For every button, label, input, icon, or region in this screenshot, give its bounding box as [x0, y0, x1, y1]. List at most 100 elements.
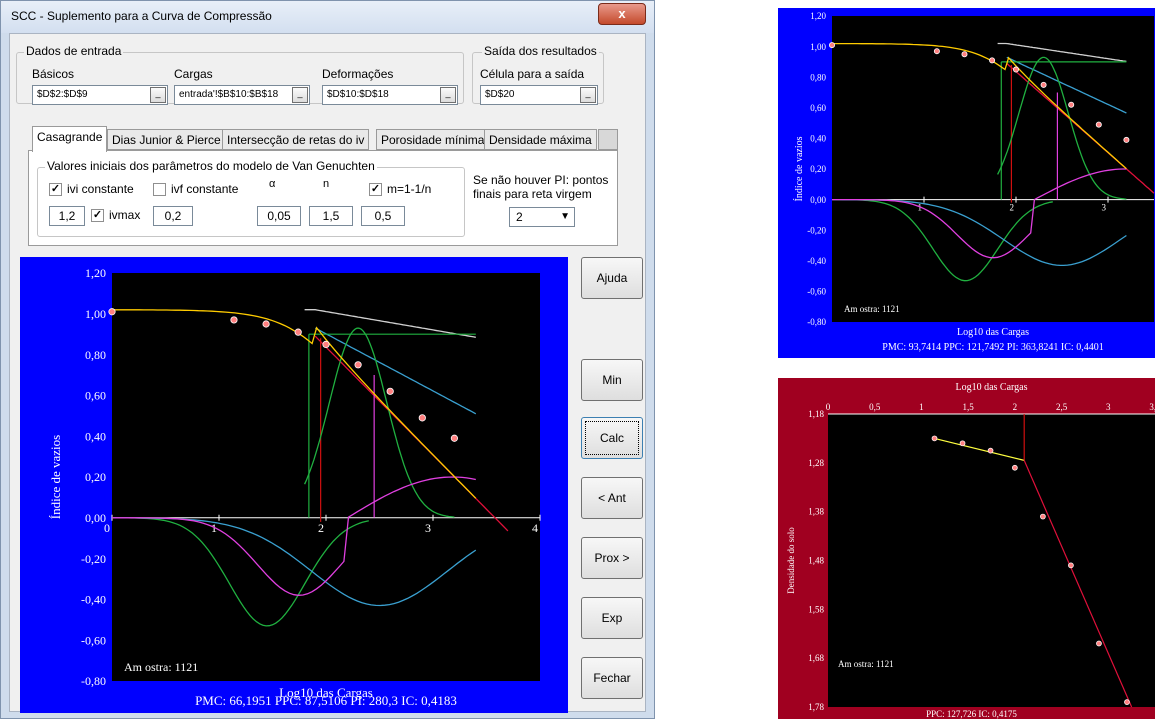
alpha-input[interactable]: 0,05 — [257, 206, 301, 226]
sample-annotation: Am ostra: 1121 — [124, 660, 198, 674]
n-label: n — [323, 178, 330, 190]
x-tick-label: 2 — [1010, 203, 1015, 213]
deformacoes-value: $D$10:$D$18 — [327, 89, 389, 100]
cargas-label: Cargas — [174, 67, 213, 81]
x-tick-label: 1 — [918, 203, 923, 213]
y-tick-label: 1,68 — [808, 653, 824, 663]
next-button[interactable]: Prox > — [581, 537, 643, 579]
close-button[interactable]: x — [598, 3, 646, 25]
y-tick-label: 1,20 — [810, 11, 826, 21]
series-green-bell — [304, 327, 455, 518]
cargas-collapse-button[interactable]: _ — [292, 87, 308, 103]
data-point — [1040, 513, 1046, 520]
ivi-checkbox[interactable]: ✓ — [49, 183, 62, 196]
pi-points-select[interactable]: 2 ▼ — [509, 207, 575, 227]
y-tick-label: -0,80 — [807, 317, 826, 327]
series-white-tangent — [304, 309, 476, 338]
calc-button[interactable]: Calc — [581, 417, 643, 459]
data-point — [1012, 66, 1019, 73]
plot-area — [832, 16, 1154, 322]
y-tick-label: -0,20 — [807, 225, 826, 235]
y-tick-label: -0,40 — [81, 593, 106, 607]
x-tick-label: 0,5 — [869, 402, 881, 412]
vg-group — [37, 167, 465, 237]
x-tick-label: 3,5 — [1149, 402, 1155, 412]
pi-note-line1: Se não houver PI: pontos — [473, 173, 609, 187]
celula-input[interactable]: $D$20 _ — [480, 85, 598, 105]
m-checkbox[interactable]: ✓ — [369, 183, 382, 196]
y-tick-label: 1,00 — [810, 42, 826, 52]
y-tick-label: -0,40 — [807, 256, 826, 266]
data-point — [1068, 101, 1075, 108]
deformacoes-collapse-button[interactable]: _ — [440, 87, 456, 103]
x-axis-label: Log10 das Cargas — [955, 382, 1027, 393]
data-point — [262, 320, 270, 328]
tab-dias-junior-pierce[interactable]: Dias Junior & Pierce — [107, 129, 226, 150]
export-button[interactable]: Exp — [581, 597, 643, 639]
y-tick-label: 0,20 — [85, 470, 106, 484]
x-tick-label: 2 — [1013, 402, 1018, 412]
m-label: m=1-1/n — [387, 182, 432, 196]
y-tick-label: 1,20 — [85, 266, 106, 280]
y-tick-label: 0,20 — [810, 164, 826, 174]
data-point — [386, 387, 394, 395]
bottom-right-chart-svg: 1,18 1,28 1,38 1,48 1,58 1,68 1,78 0 0,5 1 1,5 2 2,5… — [778, 378, 1155, 719]
x-axis-label: Log10 das Cargas — [279, 685, 373, 700]
ivmax-input[interactable]: 0,2 — [153, 206, 193, 226]
alpha-label: α — [269, 178, 276, 190]
y-tick-label: 0,00 — [85, 511, 106, 525]
y-tick-label: 1,58 — [808, 604, 824, 614]
data-point — [959, 440, 966, 447]
top-right-chart-svg: 1,20 1,00 0,80 0,60 0,40 0,20 0,00 -0,20 -0,40 -0… — [778, 8, 1155, 358]
deformacoes-input[interactable]: $D$10:$D$18 _ — [322, 85, 458, 105]
y-tick-label: 1,78 — [808, 702, 824, 712]
series-blue-line — [1006, 56, 1127, 114]
y-tick-label: 1,18 — [808, 409, 824, 419]
y-tick-label: 1,00 — [85, 307, 106, 321]
x-tick-label: 2 — [318, 521, 324, 535]
dialog-client: Dados de entrada Básicos Cargas Deformaç… — [9, 33, 646, 713]
series-green-deriv — [112, 517, 369, 627]
y-tick-label: 1,38 — [808, 507, 824, 517]
y-axis-label: Índice de vazios — [793, 136, 805, 201]
tab-interseccao[interactable]: Intersecção de retas do iv — [222, 129, 370, 150]
y-tick-label: 0,00 — [810, 195, 826, 205]
basicos-input[interactable]: $D$2:$D$9 _ — [32, 85, 168, 105]
data-point — [1096, 640, 1102, 647]
series-blue-line — [314, 327, 477, 415]
series-white-tangent — [997, 42, 1127, 63]
data-point — [931, 435, 938, 442]
x-tick-label: 0 — [826, 402, 831, 412]
ivmax-checkbox[interactable]: ✓ — [91, 209, 104, 222]
previous-button[interactable]: < Ant — [581, 477, 643, 519]
y-tick-label: -0,20 — [81, 552, 106, 566]
basicos-value: $D$2:$D$9 — [37, 89, 88, 100]
y-axis-label: Índice de vazios — [48, 435, 63, 519]
help-button[interactable]: Ajuda — [581, 257, 643, 299]
basicos-label: Básicos — [32, 67, 75, 81]
ivi-input[interactable]: 1,2 — [49, 206, 85, 226]
chart-footer: PPC: 127,726 IC: 0,4175 — [926, 709, 1017, 719]
deformacoes-label: Deformações — [322, 67, 394, 81]
x-tick-label: 4 — [532, 521, 538, 535]
m-input[interactable]: 0,5 — [361, 206, 405, 226]
ivf-checkbox[interactable] — [153, 183, 166, 196]
series-magenta-deriv — [832, 168, 1127, 259]
celula-label: Célula para a saída — [480, 67, 585, 81]
close-dialog-button[interactable]: Fechar — [581, 657, 643, 699]
tab-porosidade-minima[interactable]: Porosidade mínima — [376, 129, 490, 150]
min-button[interactable]: Min — [581, 359, 643, 401]
data-point — [450, 434, 458, 442]
tab-densidade-maxima[interactable]: Densidade máxima — [484, 129, 597, 150]
data-point — [1040, 81, 1047, 88]
tab-casagrande[interactable]: Casagrande — [32, 126, 108, 152]
celula-collapse-button[interactable]: _ — [580, 87, 596, 103]
data-point — [322, 340, 330, 349]
data-point — [989, 57, 996, 64]
basicos-collapse-button[interactable]: _ — [150, 87, 166, 103]
series-green-deriv — [832, 198, 1053, 282]
cargas-input[interactable]: entrada'!$B$10:$B$18 _ — [174, 85, 310, 105]
output-title: Saída dos resultados — [482, 44, 599, 58]
vg-title: Valores iniciais dos parâmetros do model… — [45, 159, 377, 173]
n-input[interactable]: 1,5 — [309, 206, 353, 226]
